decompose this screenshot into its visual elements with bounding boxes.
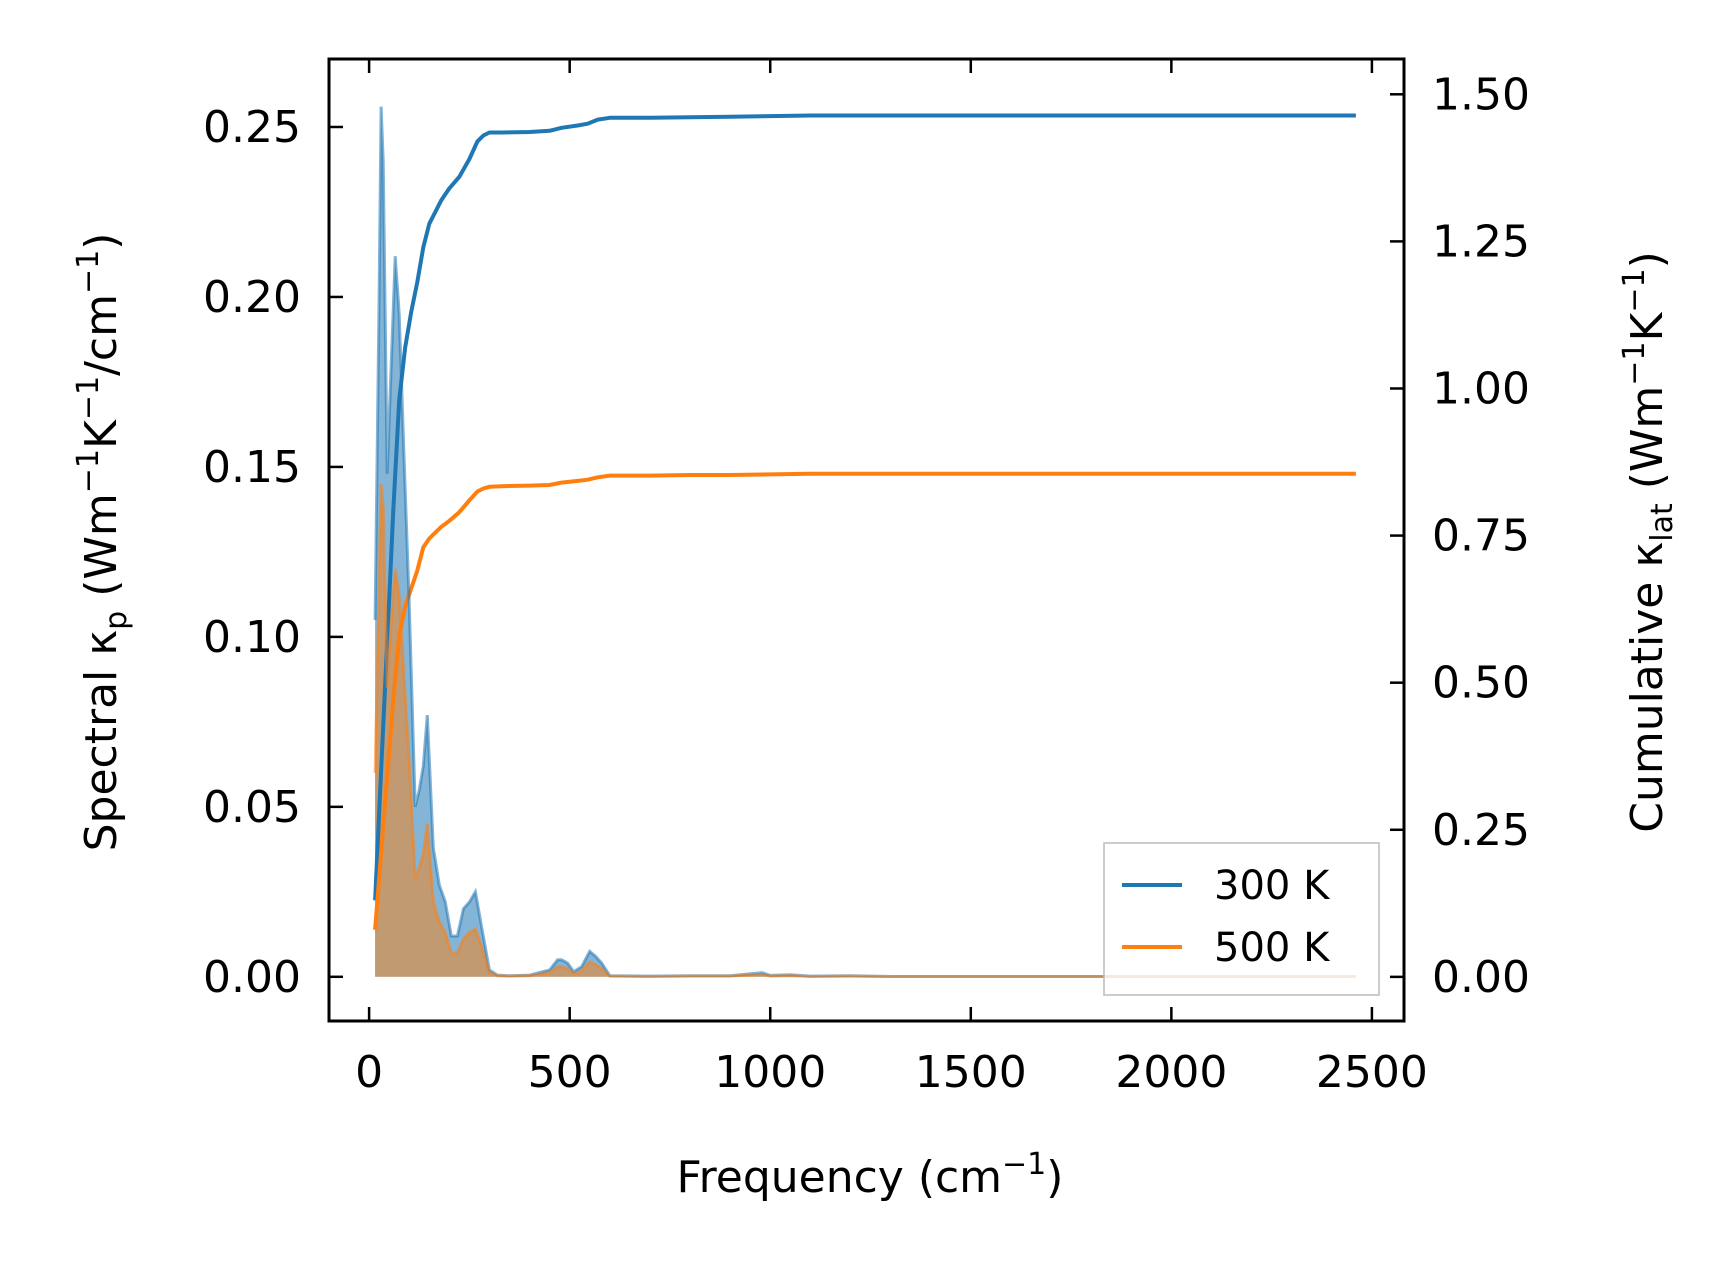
plot-frame (327, 57, 1406, 1023)
left-y-ticks: 0.00 0.05 0.10 0.15 0.20 0.25 (203, 102, 343, 1003)
x-tick-label: 2500 (1316, 1047, 1428, 1098)
right-y-tick-label: 0.50 (1432, 658, 1530, 709)
x-tick-label: 1000 (714, 1047, 826, 1098)
left-y-tick-label: 0.25 (203, 102, 301, 153)
x-ticks: 0 500 1000 1500 2000 2500 (355, 59, 1428, 1098)
right-y-tick-label: 0.00 (1432, 952, 1530, 1003)
right-y-ticks: 0.00 0.25 0.50 0.75 1.00 1.25 1.50 (1390, 69, 1530, 1003)
left-y-axis-title: Spectral κp (Wm−1K−1/cm−1) (71, 233, 134, 852)
right-y-tick-label: 1.00 (1432, 363, 1530, 414)
spectral-line-500K (373, 483, 1356, 979)
x-tick-label: 1500 (915, 1047, 1027, 1098)
cumulative-line-300K (373, 113, 1356, 901)
legend-label-300K: 300 K (1214, 863, 1331, 909)
x-tick-label: 0 (355, 1047, 383, 1098)
spectral-line-layer (373, 106, 1356, 979)
legend: 300 K 500 K (1103, 842, 1380, 996)
left-y-tick-label: 0.05 (203, 782, 301, 833)
x-axis-title: Frequency (cm−1) (677, 1147, 1064, 1203)
left-y-tick-label: 0.10 (203, 612, 301, 663)
left-y-tick-label: 0.00 (203, 952, 301, 1003)
left-y-tick-label: 0.20 (203, 272, 301, 323)
x-tick-label: 500 (528, 1047, 612, 1098)
right-y-tick-label: 1.25 (1432, 216, 1530, 267)
legend-box (1103, 842, 1380, 996)
x-tick-label: 2000 (1115, 1047, 1227, 1098)
cumulative-line-layer (373, 113, 1356, 930)
right-y-axis-title: Cumulative κlat (Wm−1K−1) (1617, 251, 1680, 833)
legend-label-500K: 500 K (1214, 925, 1331, 971)
right-y-tick-label: 0.25 (1432, 805, 1530, 856)
right-y-tick-label: 0.75 (1432, 511, 1530, 562)
right-y-tick-label: 1.50 (1432, 69, 1530, 120)
left-y-tick-label: 0.15 (203, 442, 301, 493)
